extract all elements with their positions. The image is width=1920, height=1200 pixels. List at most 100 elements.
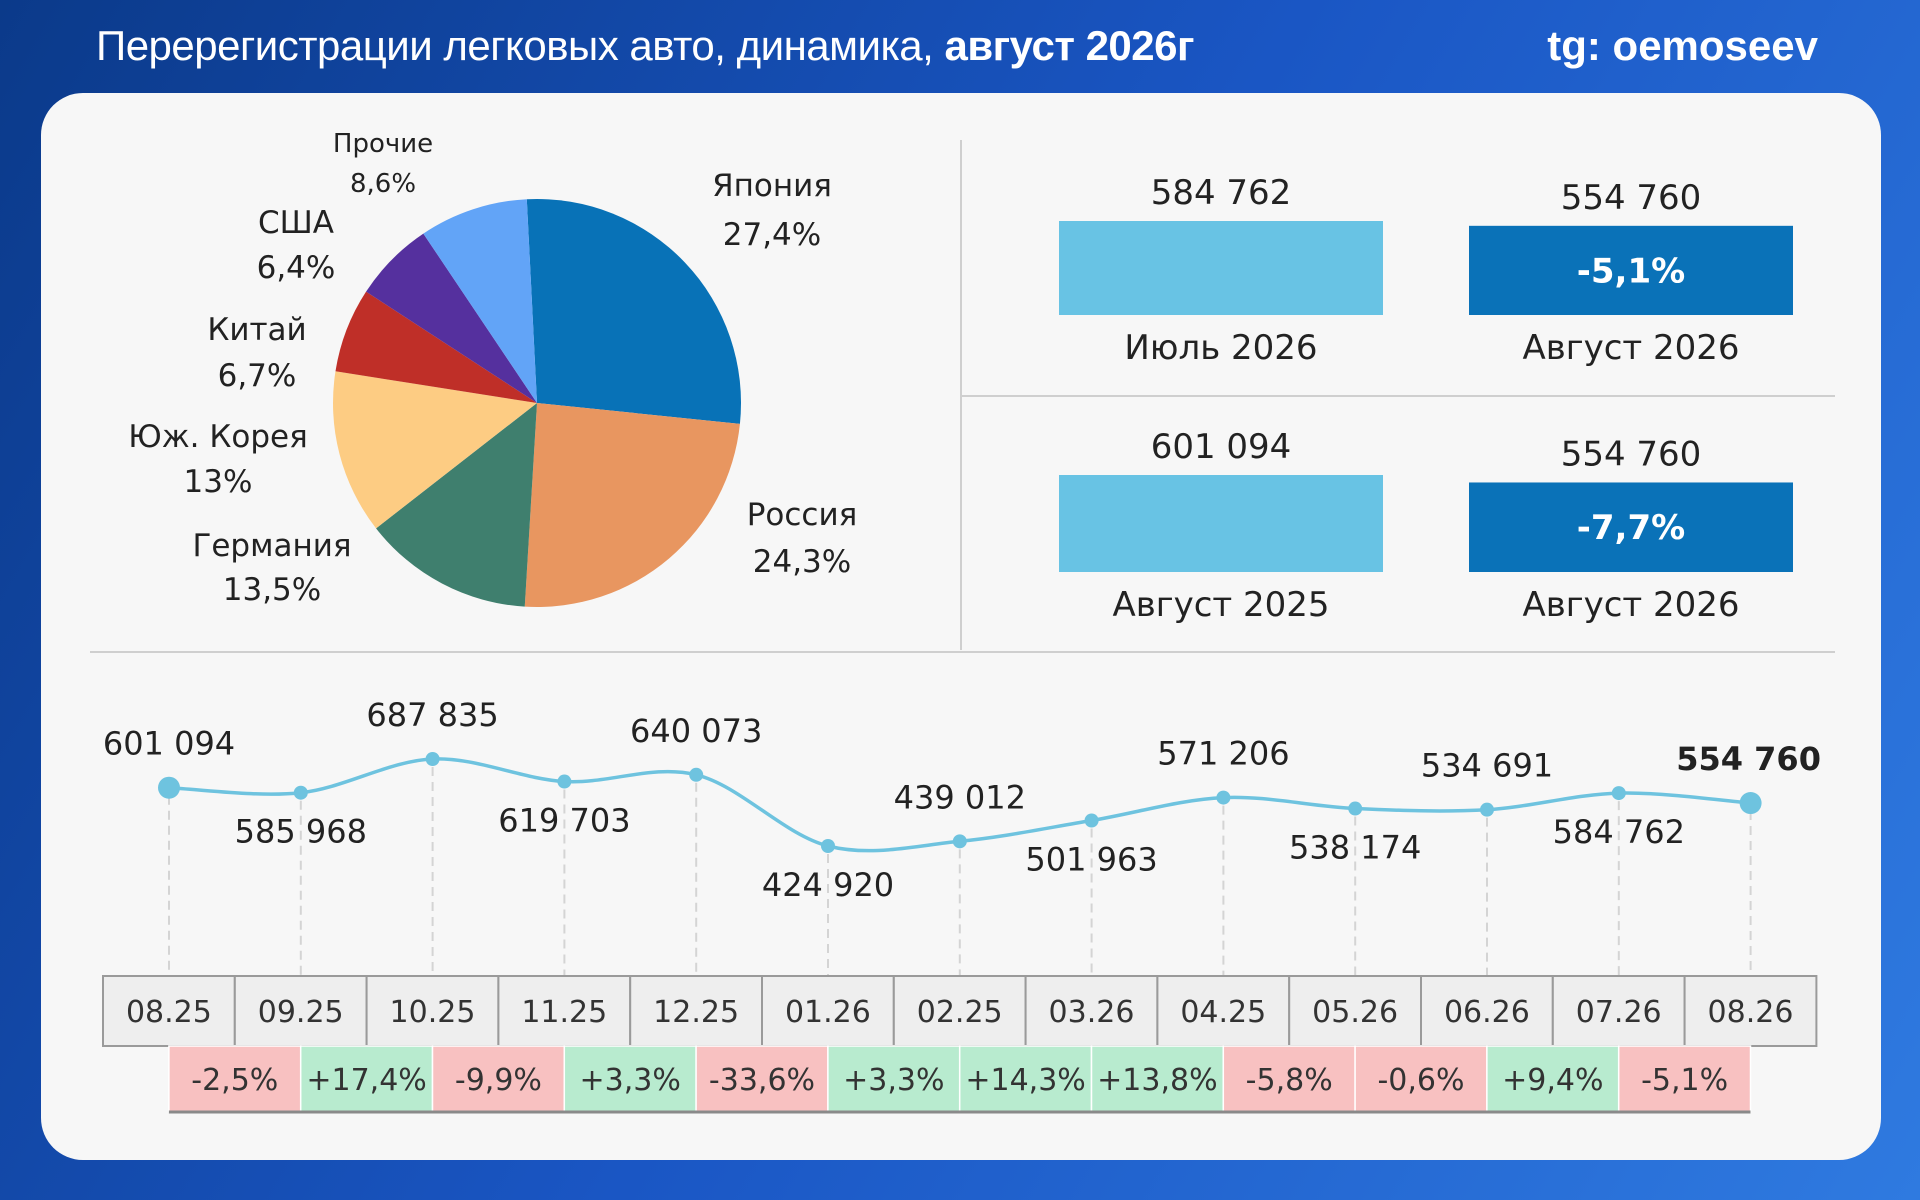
page-title: Перерегистрации легковых авто, динамика,… bbox=[96, 22, 1194, 70]
pie-slice-value: 6,7% bbox=[218, 358, 297, 394]
line-points bbox=[158, 752, 1762, 853]
change-cell bbox=[299, 1045, 434, 1113]
pie-slice bbox=[526, 198, 742, 424]
line-point bbox=[821, 839, 835, 853]
date-label: 01.26 bbox=[785, 995, 871, 1030]
change-cell bbox=[1617, 1045, 1752, 1113]
date-cell bbox=[892, 975, 1027, 1047]
line-point bbox=[158, 776, 180, 799]
pie-slice-label: Прочие bbox=[333, 129, 433, 159]
date-cell bbox=[497, 975, 632, 1047]
line-value-label: 534 691 bbox=[1421, 747, 1553, 785]
line-value-label: 424 920 bbox=[762, 866, 894, 904]
comparison-bars: 584 762 Июль 2026 554 760 Август 2026 -5,1% 6… bbox=[1059, 173, 1793, 625]
change-label: -0,6% bbox=[1377, 1063, 1464, 1098]
line-point bbox=[1480, 802, 1494, 817]
line-point bbox=[1739, 792, 1762, 815]
date-label: 04.25 bbox=[1180, 995, 1266, 1030]
pie-slice bbox=[366, 233, 537, 403]
change-label: +3,3% bbox=[843, 1063, 944, 1098]
date-cell bbox=[1551, 975, 1686, 1047]
change-cell bbox=[168, 1045, 302, 1113]
change-table: -2,5% +17,4% -9,9% +3,3% -33,6% +3,3% +14,3% +1… bbox=[168, 1045, 1752, 1114]
pie-slice-value: 13% bbox=[184, 464, 253, 500]
pie-slice bbox=[423, 199, 537, 403]
line-value-label: 538 174 bbox=[1289, 829, 1421, 867]
pie-slice-value: 27,4% bbox=[723, 217, 821, 253]
change-label: -33,6% bbox=[709, 1063, 815, 1098]
date-label: 11.25 bbox=[521, 995, 607, 1030]
date-table: 08.25 09.25 10.25 11.25 12.25 01.26 02.25 03.26… bbox=[102, 975, 1818, 1047]
line-value-label: 687 835 bbox=[366, 696, 498, 734]
pie-slice-value: 13,5% bbox=[223, 572, 321, 608]
bar-change-label: -5,1% bbox=[1577, 251, 1685, 291]
bar-value-label: 554 760 bbox=[1561, 434, 1702, 474]
comparison-bar bbox=[1469, 482, 1793, 572]
line-value-label: 554 760 bbox=[1676, 740, 1821, 778]
line-point bbox=[1611, 786, 1626, 801]
date-label: 02.25 bbox=[917, 995, 1003, 1030]
pie-slice bbox=[333, 371, 537, 529]
date-cell bbox=[1683, 975, 1818, 1047]
line-point bbox=[557, 774, 572, 789]
bar-value-label: 601 094 bbox=[1151, 427, 1292, 467]
line-value-label: 501 963 bbox=[1025, 841, 1157, 879]
date-cell bbox=[761, 975, 895, 1047]
pie-slice bbox=[376, 403, 537, 607]
title-regular: Перерегистрации легковых авто, динамика, bbox=[96, 22, 945, 69]
line-guides bbox=[168, 767, 1752, 975]
brand-label: tg: oemoseev bbox=[1547, 22, 1818, 69]
line-value-labels: 601 094 585 968 687 835 619 703 640 073 424 9… bbox=[103, 696, 1821, 904]
comparison-bar bbox=[1059, 475, 1383, 572]
date-cell bbox=[1288, 975, 1422, 1047]
bar-category-label: Август 2025 bbox=[1112, 585, 1329, 625]
date-label: 12.25 bbox=[653, 995, 739, 1030]
pie-slice-label: США bbox=[258, 205, 334, 241]
bar-category-label: Август 2026 bbox=[1522, 328, 1739, 368]
change-label: +3,3% bbox=[580, 1063, 681, 1098]
line-point bbox=[1084, 813, 1099, 828]
pie-slice-label: Россия bbox=[747, 497, 858, 533]
change-label: +14,3% bbox=[965, 1063, 1085, 1098]
line-value-label: 619 703 bbox=[498, 802, 630, 840]
line-value-label: 585 968 bbox=[235, 813, 367, 851]
change-label: +17,4% bbox=[306, 1063, 426, 1098]
pie-slice-value: 6,4% bbox=[257, 250, 336, 286]
line-value-label: 640 073 bbox=[630, 712, 762, 750]
pie-chart bbox=[333, 198, 742, 607]
date-label: 07.26 bbox=[1576, 995, 1662, 1030]
line-point bbox=[425, 752, 440, 766]
pie-slice-label: Китай bbox=[207, 312, 306, 348]
pie-slice-value: 8,6% bbox=[350, 169, 416, 199]
bar-change-label: -7,7% bbox=[1577, 508, 1685, 548]
date-label: 06.26 bbox=[1444, 995, 1530, 1030]
line-point bbox=[952, 834, 967, 849]
line-value-label: 584 762 bbox=[1553, 813, 1685, 851]
line-value-label: 601 094 bbox=[103, 725, 235, 763]
line-point bbox=[293, 785, 308, 800]
change-cell bbox=[827, 1045, 961, 1113]
line-point bbox=[1216, 790, 1231, 805]
line-value-label: 439 012 bbox=[894, 778, 1026, 816]
change-label: +13,8% bbox=[1097, 1063, 1217, 1098]
pie-slice-label: Германия bbox=[192, 528, 351, 564]
line-point bbox=[1348, 801, 1363, 816]
change-cell bbox=[695, 1045, 829, 1113]
change-cell bbox=[1222, 1045, 1356, 1113]
date-label: 08.25 bbox=[126, 995, 212, 1030]
pie-slice-value: 24,3% bbox=[753, 544, 851, 580]
change-label: -9,9% bbox=[455, 1063, 542, 1098]
change-label: -2,5% bbox=[191, 1063, 278, 1098]
change-label: -5,8% bbox=[1246, 1063, 1333, 1098]
comparison-bar bbox=[1469, 225, 1793, 315]
change-label: +9,4% bbox=[1502, 1063, 1603, 1098]
title-bold: август 2026г bbox=[944, 22, 1194, 69]
change-cell bbox=[563, 1045, 697, 1113]
date-label: 08.26 bbox=[1708, 995, 1794, 1030]
pie-slice bbox=[524, 403, 740, 607]
date-label: 10.25 bbox=[390, 995, 476, 1030]
date-cell bbox=[1024, 975, 1159, 1047]
line-point bbox=[689, 767, 704, 782]
date-label: 03.26 bbox=[1049, 995, 1135, 1030]
